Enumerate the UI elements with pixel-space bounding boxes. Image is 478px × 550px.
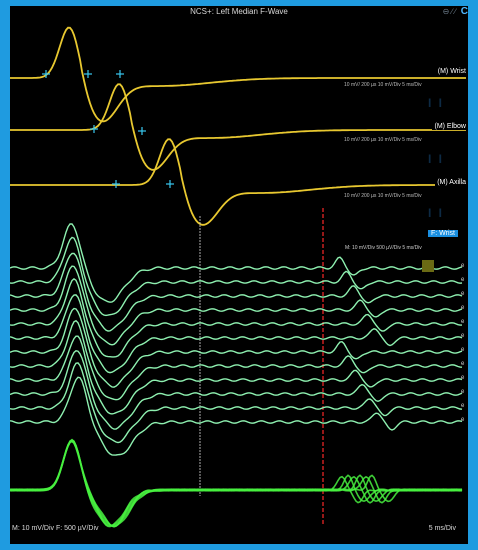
fwave-site-tag[interactable]: F: Wrist <box>428 230 458 237</box>
fwave-row-marker: e <box>461 333 465 339</box>
fwave-trace-5 <box>10 294 463 374</box>
fwave-trace-4 <box>10 278 462 358</box>
fwave-row-marker: e <box>461 389 465 395</box>
fwave-row-marker: e <box>461 263 465 269</box>
fwave-row-marker: e <box>461 319 465 325</box>
trace-canvas <box>10 26 466 528</box>
fwave-trace-7 <box>10 319 463 401</box>
fwave-row-marker: e <box>461 417 465 423</box>
fwave-trace-2 <box>10 252 463 332</box>
motor-trace-2 <box>10 138 466 226</box>
superimposed-trace-5 <box>10 438 463 528</box>
pin-icon[interactable]: ⊖ <box>442 7 452 16</box>
fwave-trace-1 <box>10 236 463 317</box>
motor-trace-0 <box>10 26 466 123</box>
side-panel-toggle[interactable]: C <box>460 6 468 17</box>
fwave-trace-9 <box>10 350 463 430</box>
fwave-row-marker: e <box>461 361 465 367</box>
fwave-row-marker: e <box>461 277 465 283</box>
fwave-row-marker: e <box>461 347 465 353</box>
trace-ghost-axilla: I I <box>428 206 445 220</box>
trace-ghost-elbow: I I <box>428 152 445 166</box>
fwave-trace-11 <box>10 376 463 456</box>
fwave-trace-0 <box>10 223 463 303</box>
fwave-trace-6 <box>10 307 463 388</box>
fwave-trace-8 <box>10 335 463 415</box>
fwave-row-marker: e <box>461 291 465 297</box>
fwave-color-swatch[interactable] <box>422 260 434 272</box>
fwave-row-marker: e <box>461 305 465 311</box>
waveform-display: NCS+: Left Median F-Wave ⊖∕∕ C (M) Wrist… <box>10 6 468 544</box>
trace-label-axilla[interactable]: (M) Axilla <box>435 179 468 186</box>
edit-icon[interactable]: ∕ <box>454 7 458 16</box>
edit-icon[interactable]: ∕ <box>451 7 455 16</box>
trace-ghost-wrist: I I <box>428 96 445 110</box>
sweep-readout: 5 ms/Div <box>428 525 456 532</box>
fwave-scale: M: 10 mV/Div 500 µV/Div 5 ms/Div <box>345 245 422 251</box>
fwave-row-marker: e <box>461 403 465 409</box>
trace-scale-elbow: 10 mV/ 200 µs 10 mV/Div 5 ms/Div <box>344 137 422 143</box>
trace-scale-axilla: 10 mV/ 200 µs 10 mV/Div 5 ms/Div <box>344 193 422 199</box>
sensitivity-readout: M: 10 mV/Div F: 500 µV/Div <box>12 525 99 532</box>
motor-trace-1 <box>10 83 466 171</box>
title-bar: NCS+: Left Median F-Wave ⊖∕∕ C <box>10 6 468 20</box>
trace-label-wrist[interactable]: (M) Wrist <box>435 68 468 75</box>
trace-scale-wrist: 10 mV/ 200 µs 10 mV/Div 5 ms/Div <box>344 82 422 88</box>
fwave-trace-3 <box>10 265 463 346</box>
trace-label-elbow[interactable]: (M) Elbow <box>432 123 468 130</box>
fwave-trace-10 <box>10 362 463 444</box>
fwave-row-marker: e <box>461 375 465 381</box>
window-title: NCS+: Left Median F-Wave <box>190 7 288 16</box>
